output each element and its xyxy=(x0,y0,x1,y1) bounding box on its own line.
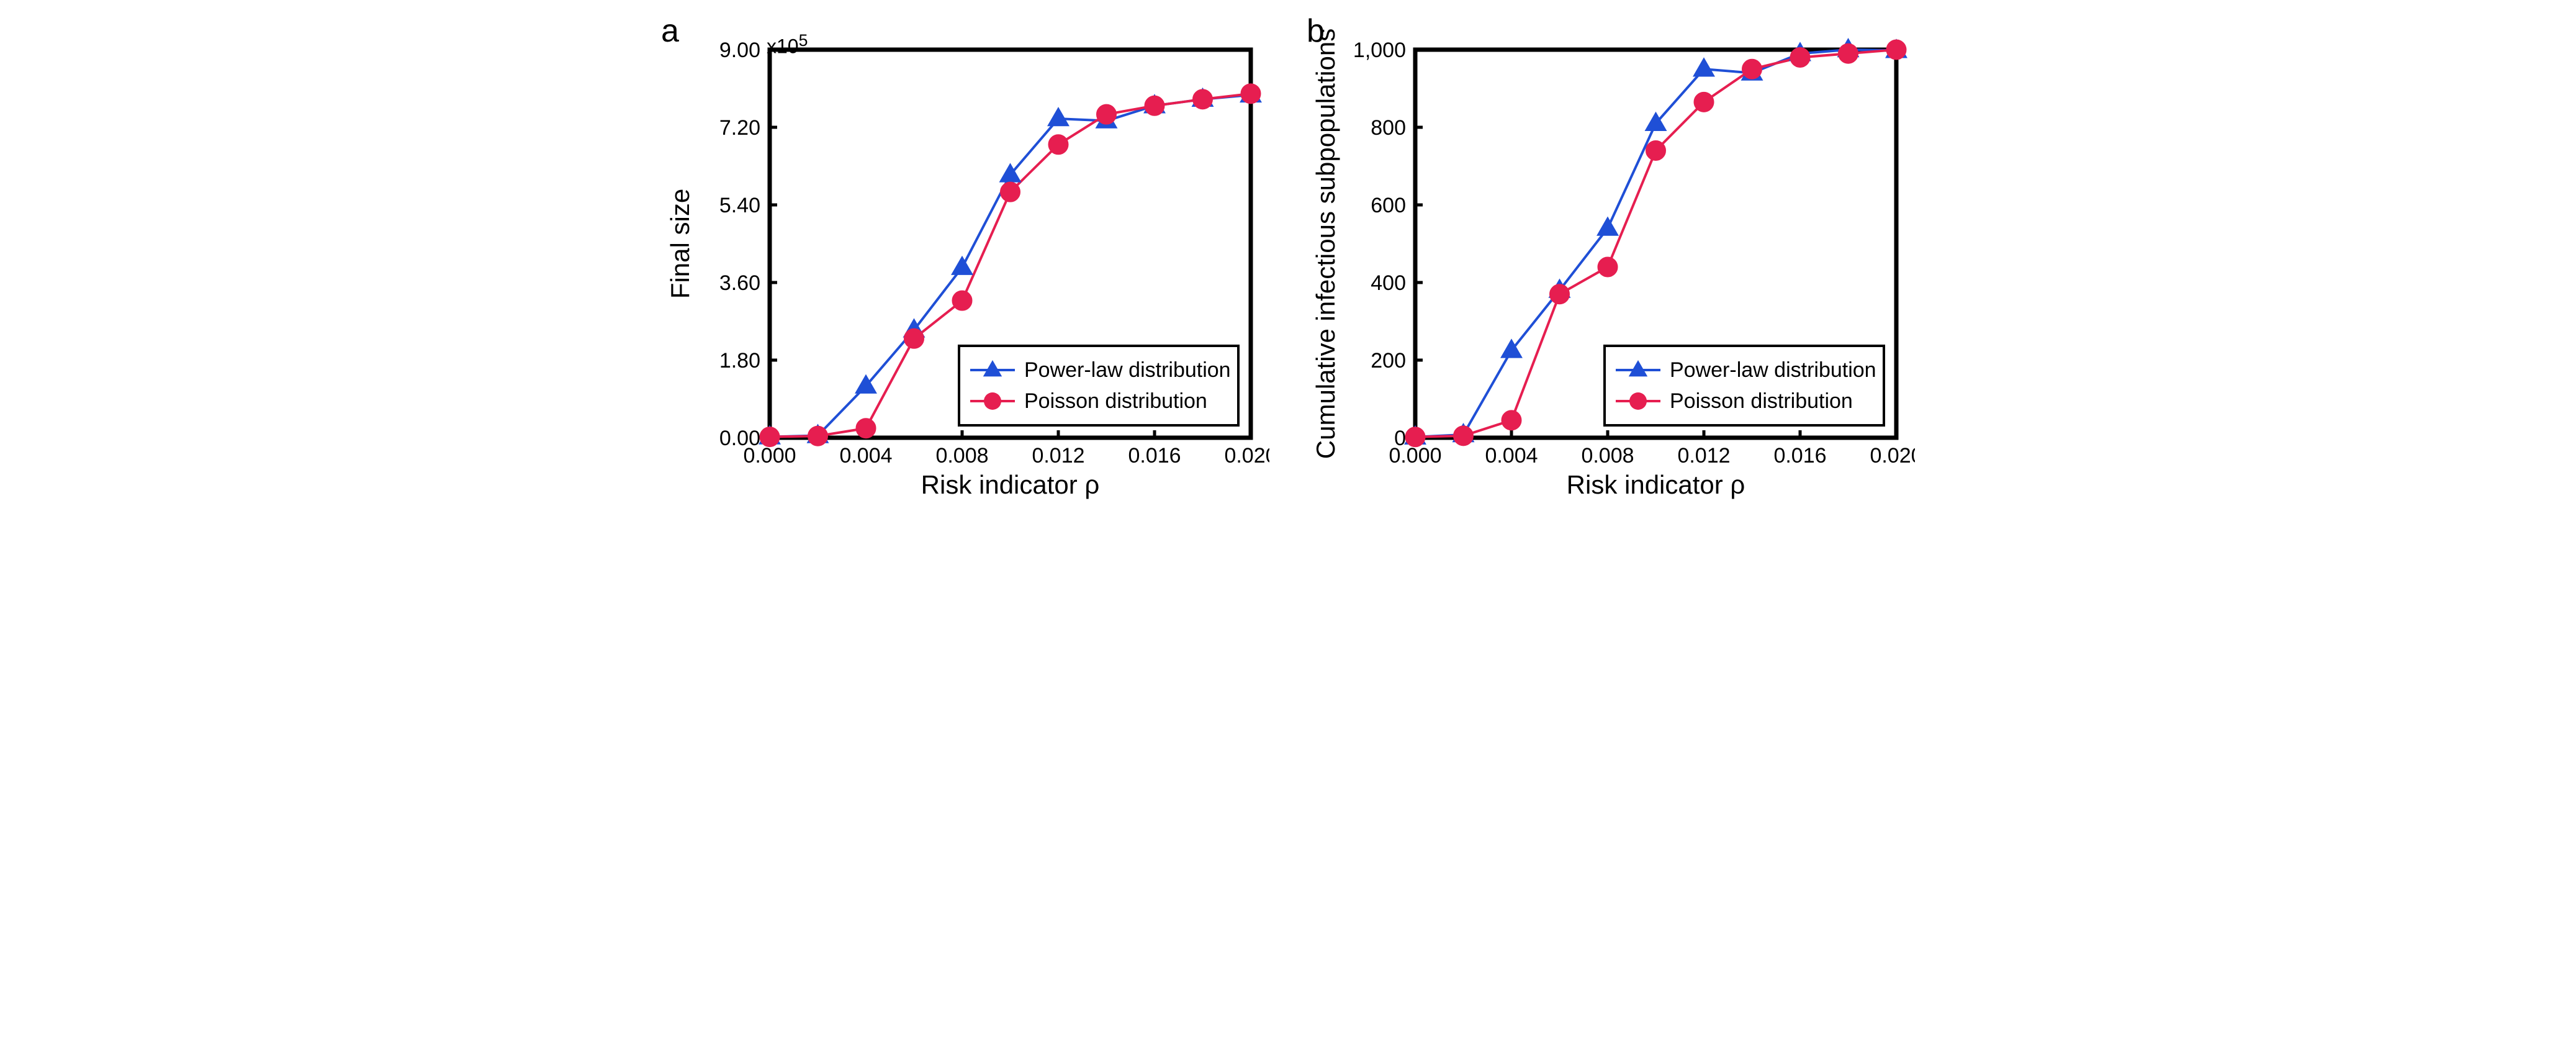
svg-text:Poisson distribution: Poisson distribution xyxy=(1670,389,1853,413)
panel-a-exponent: x105 xyxy=(767,31,808,58)
panel-a: a x105 0.0000.0040.0080.0120.0160.0200.0… xyxy=(661,12,1269,509)
svg-text:400: 400 xyxy=(1371,271,1406,295)
chart-a: 0.0000.0040.0080.0120.0160.0200.001.803.… xyxy=(661,12,1269,509)
svg-text:0.012: 0.012 xyxy=(1677,444,1730,468)
panel-b-letter: b xyxy=(1307,12,1325,50)
svg-text:Poisson distribution: Poisson distribution xyxy=(1024,389,1207,413)
exponent-base: x10 xyxy=(767,35,799,58)
svg-text:600: 600 xyxy=(1371,194,1406,217)
svg-text:0.004: 0.004 xyxy=(839,444,892,468)
svg-text:0.020: 0.020 xyxy=(1224,444,1269,468)
svg-text:0.016: 0.016 xyxy=(1128,444,1181,468)
svg-text:800: 800 xyxy=(1371,116,1406,140)
svg-text:0.004: 0.004 xyxy=(1485,444,1538,468)
svg-text:Risk indicator ρ: Risk indicator ρ xyxy=(1567,470,1745,499)
svg-text:Final size: Final size xyxy=(665,189,695,299)
panel-b: b 0.0000.0040.0080.0120.0160.02002004006… xyxy=(1307,12,1915,509)
svg-text:3.60: 3.60 xyxy=(719,271,760,295)
svg-text:200: 200 xyxy=(1371,349,1406,373)
svg-text:0.020: 0.020 xyxy=(1870,444,1915,468)
svg-text:Power-law distribution: Power-law distribution xyxy=(1024,358,1231,382)
svg-text:7.20: 7.20 xyxy=(719,116,760,140)
exponent-sup: 5 xyxy=(799,31,808,50)
chart-b: 0.0000.0040.0080.0120.0160.0200200400600… xyxy=(1307,12,1915,509)
svg-text:1.80: 1.80 xyxy=(719,349,760,373)
svg-text:Risk indicator ρ: Risk indicator ρ xyxy=(921,470,1100,499)
svg-text:Cumulative infectious subpopul: Cumulative infectious subpopulations xyxy=(1311,29,1340,459)
svg-text:0.008: 0.008 xyxy=(935,444,988,468)
svg-text:1,000: 1,000 xyxy=(1353,38,1406,62)
svg-text:0: 0 xyxy=(1394,427,1406,450)
panel-a-letter: a xyxy=(661,12,679,50)
svg-text:0.016: 0.016 xyxy=(1773,444,1826,468)
svg-text:0.012: 0.012 xyxy=(1032,444,1084,468)
svg-text:0.008: 0.008 xyxy=(1581,444,1634,468)
svg-text:9.00: 9.00 xyxy=(719,38,760,62)
svg-text:5.40: 5.40 xyxy=(719,194,760,217)
svg-text:Power-law distribution: Power-law distribution xyxy=(1670,358,1876,382)
figure-row: a x105 0.00 0 0.004 0.008 0.012 0.016 0.020 0.0… xyxy=(0,0,2576,528)
svg-text:0.00: 0.00 xyxy=(719,427,760,450)
